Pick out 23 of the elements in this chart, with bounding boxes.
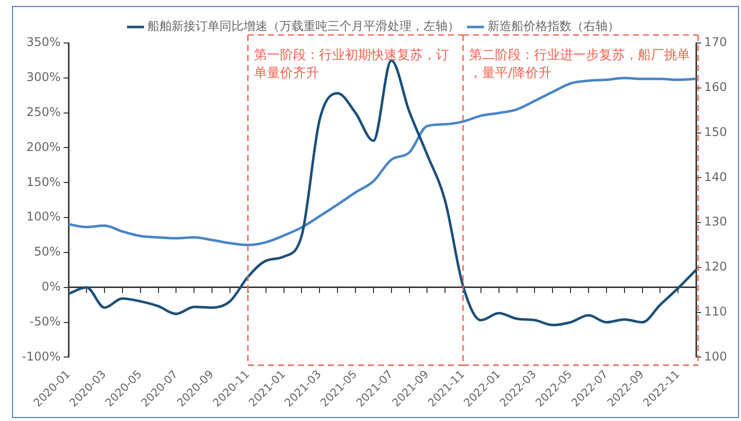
y2-tick-label: 170 (704, 35, 727, 50)
y2-tick-label: 140 (704, 170, 727, 184)
y-tick-label: 200% (26, 140, 61, 154)
ref-line-label: 第二阶段：行业进一步复苏，船厂挑单，量平/降价升 (469, 48, 690, 81)
legend-label: 新造船价格指数（右轴） (488, 19, 620, 34)
line-series (67, 59, 698, 326)
ref-line-label: 第一阶段：行业初期快速复苏，订单量价齐升 (254, 48, 449, 81)
y-tick-label: 350% (26, 35, 61, 50)
y-tick-label: -100% (22, 349, 61, 364)
y-tick-label: 0% (42, 279, 61, 294)
y-tick-label: 100% (26, 210, 61, 224)
y2-tick-label: 150 (704, 124, 727, 139)
y2-tick-label: 120 (704, 260, 727, 274)
y-tick-label: -50% (30, 314, 61, 328)
y-tick-label: 300% (26, 70, 61, 84)
y-tick-label: 50% (34, 244, 61, 259)
y2-tick-label: 110 (704, 304, 727, 318)
legend-label: 船舶新接订单同比增速（万载重吨三个月平滑处理，左轴） (148, 19, 460, 34)
y-tick-label: 250% (26, 104, 61, 119)
y2-tick-label: 130 (704, 214, 727, 229)
y2-tick-label: 160 (704, 80, 727, 94)
y-tick-label: 150% (26, 174, 61, 189)
y2-tick-label: 100 (704, 349, 727, 364)
